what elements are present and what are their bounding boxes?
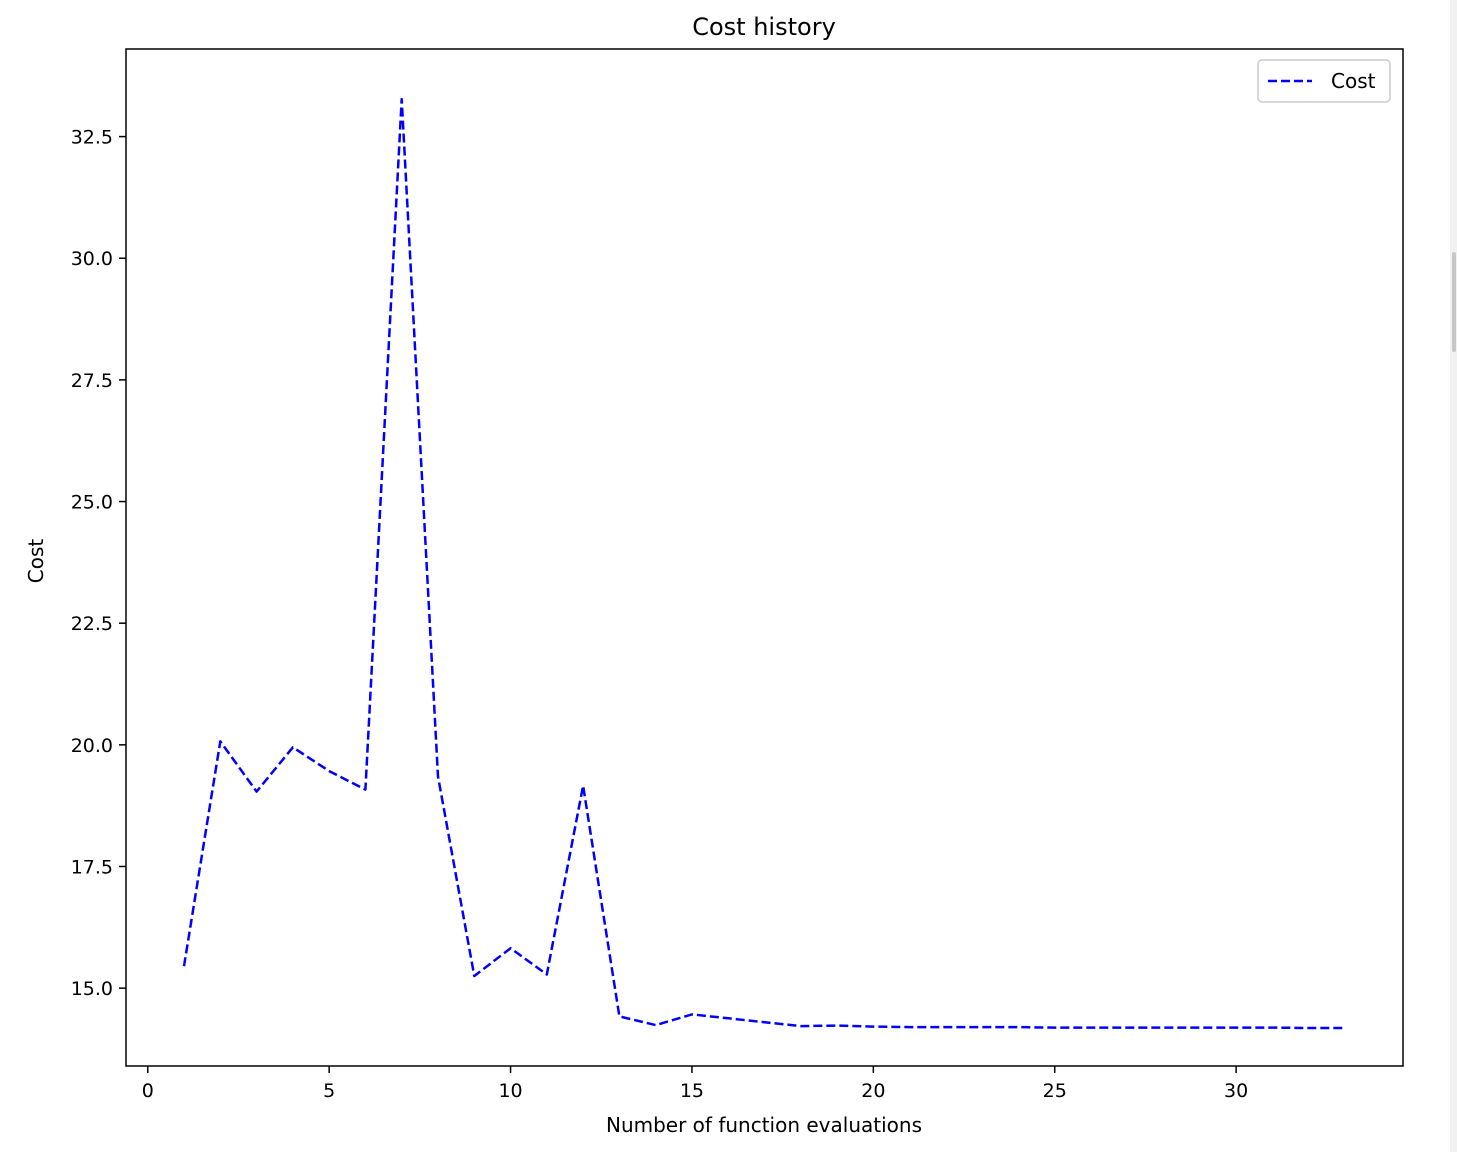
y-axis-label: Cost (24, 539, 48, 584)
series-line-cost (182, 97, 1345, 1030)
y-tick-label: 25.0 (71, 492, 113, 514)
x-tick-label: 25 (1043, 1080, 1067, 1102)
legend-box (1257, 59, 1391, 103)
legend-label-cost: Cost (1331, 69, 1376, 93)
plot-area (125, 48, 1404, 1067)
x-tick-label: 15 (680, 1080, 704, 1102)
y-tick-label: 30.0 (71, 248, 113, 270)
x-tick-label: 5 (323, 1080, 335, 1102)
x-axis: 0 5 10 15 20 25 30 (142, 1066, 1248, 1102)
y-tick-label: 27.5 (71, 370, 113, 392)
y-tick-label: 17.5 (71, 856, 113, 878)
x-tick-label: 30 (1224, 1080, 1248, 1102)
y-axis: 15.0 17.5 20.0 22.5 25.0 27.5 30.0 32.5 (71, 127, 126, 1000)
x-tick-label: 20 (861, 1080, 885, 1102)
x-tick-label: 0 (142, 1080, 154, 1102)
chart-title: Cost history (692, 13, 836, 41)
x-axis-label: Number of function evaluations (606, 1113, 922, 1137)
series-lines (182, 97, 1345, 1030)
y-tick-label: 20.0 (71, 735, 113, 757)
legend: Cost (1257, 59, 1391, 103)
y-tick-label: 22.5 (71, 613, 113, 635)
y-tick-label: 15.0 (71, 978, 113, 1000)
scrollbar-thumb[interactable] (1452, 252, 1456, 352)
scrollbar-track[interactable] (1450, 0, 1457, 1152)
y-tick-label: 32.5 (71, 127, 113, 149)
x-tick-label: 10 (498, 1080, 522, 1102)
